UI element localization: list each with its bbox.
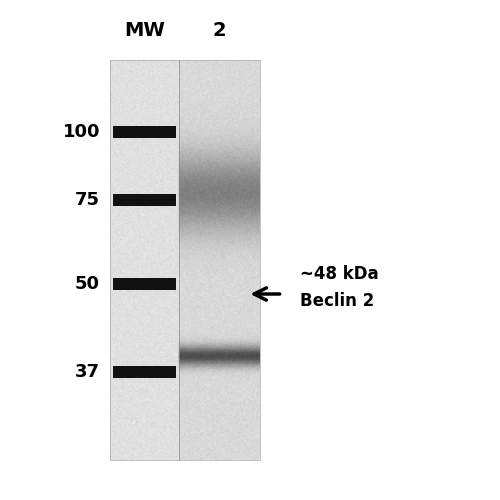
Bar	[112, 194, 176, 206]
Text: 50: 50	[75, 275, 100, 293]
Text: 100: 100	[62, 123, 100, 141]
Text: 2: 2	[212, 20, 226, 40]
Text: MW: MW	[124, 20, 165, 40]
Bar	[112, 366, 176, 378]
Text: ~48 kDa: ~48 kDa	[300, 265, 378, 283]
Bar	[112, 126, 176, 138]
Bar	[112, 278, 176, 290]
Text: 37: 37	[75, 363, 100, 381]
Text: 75: 75	[75, 191, 100, 209]
Bar	[110, 60, 260, 460]
Text: Beclin 2: Beclin 2	[300, 292, 374, 310]
